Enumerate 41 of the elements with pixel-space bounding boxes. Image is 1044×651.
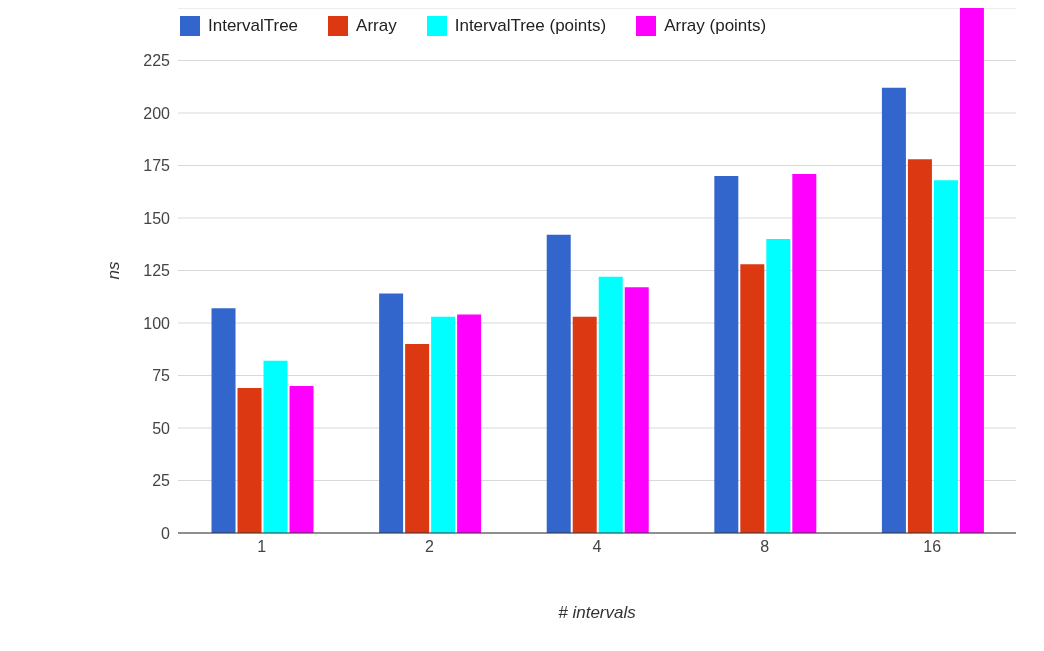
- bar: [572, 316, 597, 533]
- y-tick-label: 0: [161, 524, 171, 542]
- y-tick-label: 100: [143, 314, 171, 332]
- x-tick-label: 2: [424, 538, 434, 556]
- x-tick-label: 16: [923, 538, 942, 556]
- y-axis-title: ns: [104, 261, 124, 280]
- bar: [740, 264, 765, 533]
- x-tick-label: 1: [257, 538, 267, 556]
- y-tick-label: 75: [152, 367, 171, 385]
- bar: [959, 8, 984, 533]
- y-tick-label: 150: [143, 209, 171, 227]
- bar: [881, 87, 906, 533]
- legend-label: Array (points): [664, 16, 767, 36]
- x-tick-label: 8: [760, 538, 770, 556]
- bar: [457, 314, 482, 533]
- x-tick-label: 4: [592, 538, 602, 556]
- y-tick-label: 200: [143, 104, 171, 122]
- bar: [263, 360, 288, 533]
- x-axis-title: # intervals: [558, 603, 637, 622]
- bar: [211, 308, 236, 533]
- bar: [598, 276, 623, 533]
- y-tick-label: 25: [152, 472, 171, 490]
- legend-label: IntervalTree: [208, 16, 299, 36]
- bar: [405, 344, 430, 533]
- y-tick-label: 175: [143, 157, 171, 175]
- y-tick-label: 225: [143, 52, 171, 70]
- bar: [714, 176, 739, 533]
- bar: [546, 234, 571, 533]
- y-tick-label: 125: [143, 262, 171, 280]
- bar: [624, 287, 649, 533]
- legend-label: Array: [356, 16, 397, 36]
- y-tick-label: 50: [152, 419, 171, 437]
- bar: [237, 388, 262, 533]
- bar: [766, 239, 791, 533]
- bar: [792, 173, 817, 533]
- bar: [431, 316, 456, 533]
- bar: [289, 386, 314, 533]
- legend-label: IntervalTree (points): [454, 16, 607, 36]
- bar: [907, 159, 932, 533]
- bar: [379, 293, 404, 533]
- bar: [933, 180, 958, 533]
